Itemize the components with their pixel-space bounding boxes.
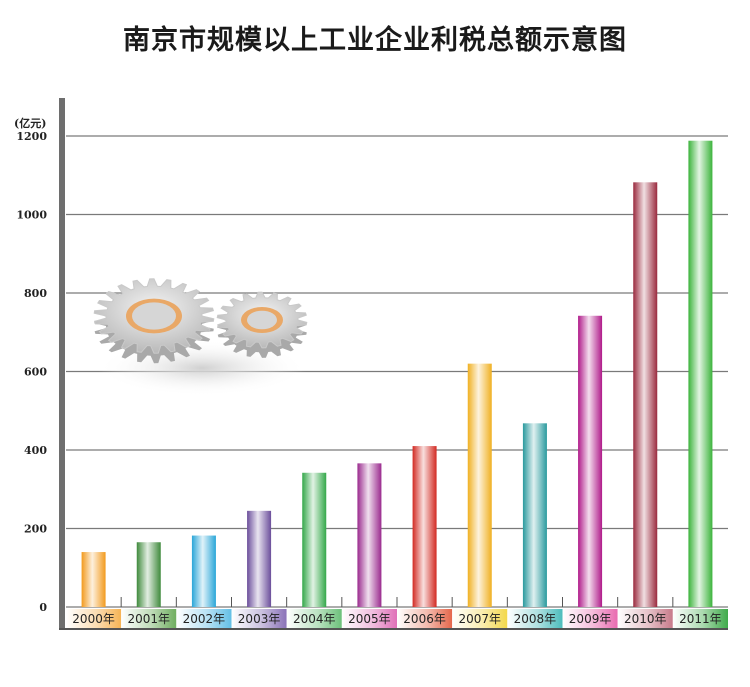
x-label-bg — [231, 609, 287, 628]
x-tick-label: 2007年 — [458, 612, 501, 626]
x-tick-label: 2002年 — [183, 612, 226, 626]
bar-2003年 — [247, 510, 272, 607]
y-tick-label: 1000 — [16, 209, 47, 222]
x-label-bg — [452, 609, 508, 628]
x-tick-label: 2006年 — [403, 612, 446, 626]
x-label-bg — [341, 609, 397, 628]
bar-2007年 — [467, 363, 492, 607]
x-label-bg — [617, 609, 673, 628]
x-label-bg — [397, 609, 453, 628]
x-tick-label: 2004年 — [293, 612, 336, 626]
y-tick-label: 800 — [24, 287, 47, 300]
y-tick-label: 400 — [24, 444, 47, 457]
x-label-bg — [176, 609, 232, 628]
y-tick-label: 0 — [39, 601, 47, 614]
bar-2008年 — [522, 423, 547, 607]
x-label-bg — [286, 609, 342, 628]
x-label-bg — [562, 609, 618, 628]
x-tick-label: 2008年 — [514, 612, 557, 626]
y-tick-label: 600 — [24, 366, 47, 379]
x-tick-label: 2000年 — [72, 612, 115, 626]
bar-2002年 — [191, 535, 216, 607]
y-axis: 0 200 400 600 800 1000 1200 — [16, 98, 65, 630]
y-axis-line — [59, 98, 65, 630]
x-label-bg — [66, 609, 122, 628]
bar-2011年 — [688, 140, 713, 607]
x-label-bg — [507, 609, 563, 628]
x-tick-label: 2011年 — [679, 612, 722, 626]
x-label-bg — [121, 609, 177, 628]
x-label-bg — [672, 609, 728, 628]
bars — [81, 140, 713, 607]
bar-2006年 — [412, 446, 437, 607]
bar-2001年 — [136, 542, 161, 607]
bar-2000年 — [81, 552, 106, 607]
x-tick-label: 2010年 — [624, 612, 667, 626]
bar-2009年 — [578, 315, 603, 607]
bar-2010年 — [633, 182, 658, 607]
y-tick-label: 1200 — [16, 130, 47, 143]
x-axis-labels: 2000年 2001年 2002年 2003年 2004年 2005年 2006年 2007年… — [59, 597, 728, 630]
x-tick-label: 2003年 — [238, 612, 281, 626]
x-tick-label: 2001年 — [127, 612, 170, 626]
y-axis-label: (亿元) — [14, 116, 46, 130]
bar-2005年 — [357, 463, 382, 607]
gears-icon — [92, 268, 312, 398]
y-tick-label: 200 — [24, 523, 47, 536]
bar-2004年 — [302, 472, 327, 607]
chart-title: 南京市规模以上工业企业利税总额示意图 — [123, 25, 627, 56]
x-tick-label: 2009年 — [569, 612, 612, 626]
x-tick-label: 2005年 — [348, 612, 391, 626]
